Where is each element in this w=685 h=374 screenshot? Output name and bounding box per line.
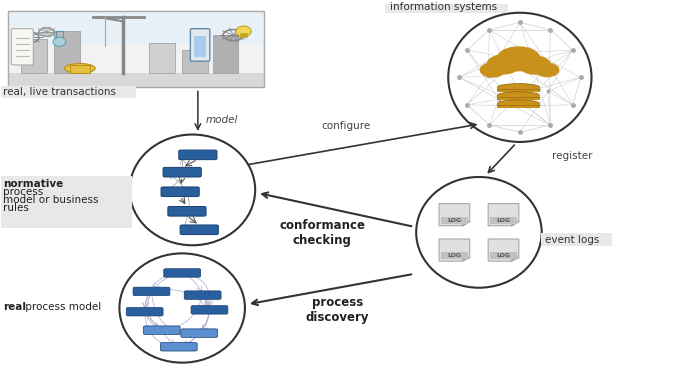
Text: rules: rules [3,203,29,213]
Text: process model: process model [22,302,101,312]
FancyBboxPatch shape [191,306,228,314]
FancyBboxPatch shape [190,29,210,61]
FancyBboxPatch shape [0,86,136,98]
Polygon shape [462,221,470,226]
FancyBboxPatch shape [182,50,208,73]
Text: LOG: LOG [497,218,510,223]
Polygon shape [462,257,470,261]
FancyBboxPatch shape [126,307,163,316]
Text: model: model [206,115,238,125]
Polygon shape [488,203,519,226]
FancyBboxPatch shape [8,11,264,86]
FancyBboxPatch shape [497,103,540,108]
Ellipse shape [535,62,560,77]
FancyBboxPatch shape [490,252,516,259]
FancyBboxPatch shape [168,206,206,216]
FancyBboxPatch shape [497,86,540,92]
FancyBboxPatch shape [8,73,264,86]
FancyBboxPatch shape [441,217,468,224]
FancyBboxPatch shape [240,33,247,37]
FancyBboxPatch shape [21,39,47,73]
FancyBboxPatch shape [8,11,264,45]
FancyBboxPatch shape [163,168,201,177]
Text: process: process [3,187,43,197]
Ellipse shape [53,37,66,46]
Ellipse shape [497,84,540,91]
FancyBboxPatch shape [161,187,199,197]
Text: model or business: model or business [3,195,98,205]
Ellipse shape [497,92,540,99]
FancyBboxPatch shape [143,326,180,334]
FancyBboxPatch shape [70,65,90,73]
FancyBboxPatch shape [386,0,508,13]
FancyBboxPatch shape [181,329,218,337]
Polygon shape [439,203,470,226]
Text: normative: normative [3,180,63,189]
FancyBboxPatch shape [160,343,197,351]
Text: real, live transactions: real, live transactions [3,87,116,97]
Polygon shape [511,221,519,226]
Ellipse shape [497,100,540,107]
Text: LOG: LOG [447,253,462,258]
FancyBboxPatch shape [541,233,612,246]
Polygon shape [511,257,519,261]
Ellipse shape [519,56,551,75]
FancyBboxPatch shape [164,269,201,277]
FancyBboxPatch shape [11,29,34,65]
Polygon shape [488,239,519,261]
Text: real: real [3,302,26,312]
Ellipse shape [479,62,506,78]
Text: register: register [552,151,593,161]
FancyBboxPatch shape [0,176,132,227]
Ellipse shape [497,46,540,71]
Polygon shape [439,239,470,261]
Ellipse shape [64,64,95,73]
Ellipse shape [236,26,251,37]
FancyBboxPatch shape [179,150,217,160]
Text: LOG: LOG [447,218,462,223]
FancyBboxPatch shape [133,287,170,296]
FancyBboxPatch shape [180,225,219,234]
Text: LOG: LOG [497,253,510,258]
Text: configure: configure [321,121,371,131]
FancyBboxPatch shape [441,252,468,259]
FancyBboxPatch shape [490,217,516,224]
Text: process
discovery: process discovery [306,296,369,324]
FancyBboxPatch shape [213,35,238,73]
FancyBboxPatch shape [194,36,206,57]
Ellipse shape [486,54,521,74]
Text: information systems: information systems [390,2,497,12]
FancyBboxPatch shape [184,291,221,299]
FancyBboxPatch shape [497,95,540,100]
Text: conformance
checking: conformance checking [279,219,365,247]
Text: event logs: event logs [545,235,599,245]
FancyBboxPatch shape [149,43,175,73]
FancyBboxPatch shape [54,31,80,73]
